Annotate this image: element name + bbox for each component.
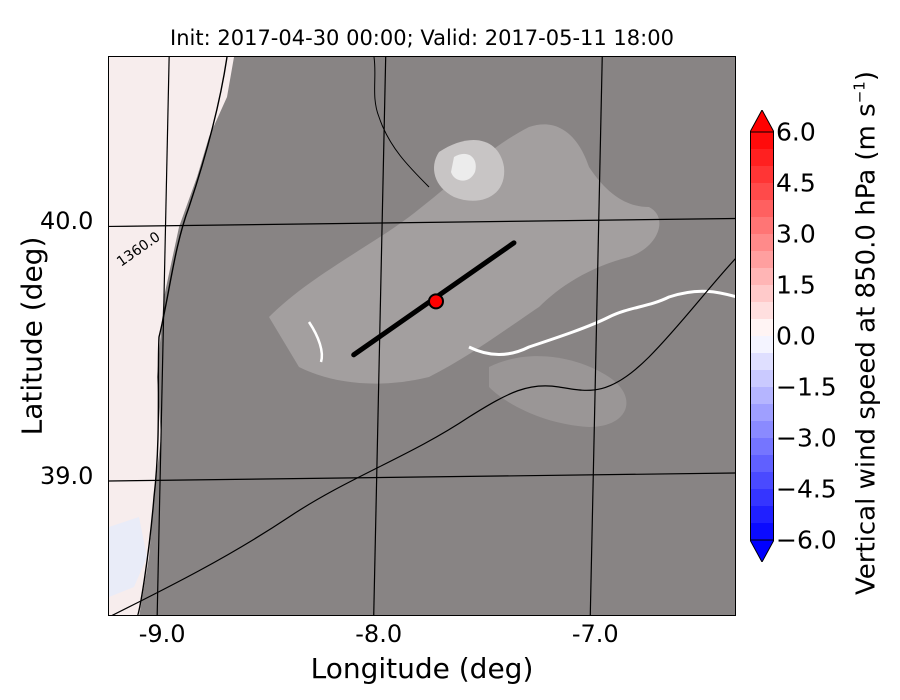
colorbar-segment xyxy=(750,404,774,422)
colorbar-segment xyxy=(750,302,774,320)
colorbar-segment xyxy=(750,234,774,252)
y-axis-label: Latitude (deg) xyxy=(15,236,49,436)
colorbar-tick: 3.0 xyxy=(776,219,816,249)
colorbar-label-exponent: −1 xyxy=(850,81,869,104)
colorbar-segment xyxy=(750,285,774,303)
colorbar-segment xyxy=(750,421,774,439)
colorbar-segment xyxy=(750,472,774,490)
colorbar-extend-max xyxy=(750,110,774,133)
meridian-line xyxy=(589,57,603,615)
colorbar-segment xyxy=(750,438,774,456)
colorbar-segment xyxy=(750,353,774,371)
elevation-contour xyxy=(111,258,735,615)
colorbar-extend-min xyxy=(750,539,774,562)
colorbar-label-text: Vertical wind speed at 850.0 hPa (m s xyxy=(851,103,882,595)
colorbar-tick: 6.0 xyxy=(776,117,816,147)
colorbar-segment xyxy=(750,217,774,235)
colorbar-segment xyxy=(750,200,774,218)
valley-terrain xyxy=(489,356,627,427)
colorbar-segment xyxy=(750,489,774,507)
terrain-map: 1360.0 xyxy=(109,57,735,615)
colorbar-tick: −4.5 xyxy=(776,474,837,504)
parallel-line xyxy=(109,472,735,482)
colorbar-segment xyxy=(750,506,774,524)
x-tick-label: -9.0 xyxy=(138,620,186,648)
colorbar-segment xyxy=(750,319,774,337)
colorbar-tick: −3.0 xyxy=(776,423,837,453)
colorbar-segment xyxy=(750,523,774,541)
colorbar-segment xyxy=(750,336,774,354)
location-marker xyxy=(427,293,444,310)
map-plot-area: 1360.0 xyxy=(108,56,736,616)
x-tick-label: -7.0 xyxy=(571,620,619,648)
colorbar-segment xyxy=(750,183,774,201)
sea-area-south xyxy=(109,517,147,597)
colorbar-segment xyxy=(750,132,774,150)
colorbar-outline xyxy=(750,131,774,541)
colorbar-label: Vertical wind speed at 850.0 hPa (m s−1) xyxy=(851,71,882,595)
colorbar-segment xyxy=(750,166,774,184)
elevation-contour-north xyxy=(373,57,430,188)
river xyxy=(468,289,735,356)
y-tick-label: 40.0 xyxy=(40,207,94,236)
mountain-terrain xyxy=(269,124,660,384)
colorbar-tick: 4.5 xyxy=(776,168,816,198)
x-tick-label: -8.0 xyxy=(355,620,403,648)
parallel-line xyxy=(109,217,735,228)
colorbar-tick: −6.0 xyxy=(776,525,837,555)
colorbar-segment xyxy=(750,251,774,269)
sea-area xyxy=(109,57,234,615)
peak-terrain xyxy=(451,153,476,181)
colorbar-segment xyxy=(750,149,774,167)
colorbar-segment xyxy=(750,268,774,286)
y-tick-label: 39.0 xyxy=(40,462,94,490)
chart-title: Init: 2017-04-30 00:00; Valid: 2017-05-1… xyxy=(170,26,674,50)
river-tributary xyxy=(307,321,324,363)
colorbar-tick: −1.5 xyxy=(776,372,837,402)
colorbar-tick: 1.5 xyxy=(776,270,816,300)
colorbar-segment xyxy=(750,455,774,473)
meridian-line xyxy=(156,57,170,615)
graticule xyxy=(109,57,735,615)
colorbar xyxy=(750,110,774,562)
coastline xyxy=(137,57,228,615)
colorbar-tick: 0.0 xyxy=(776,321,816,351)
x-axis-label: Longitude (deg) xyxy=(310,652,534,685)
colorbar-label-close: ) xyxy=(851,71,882,82)
colorbar-segment xyxy=(750,387,774,405)
colorbar-segment xyxy=(750,370,774,388)
